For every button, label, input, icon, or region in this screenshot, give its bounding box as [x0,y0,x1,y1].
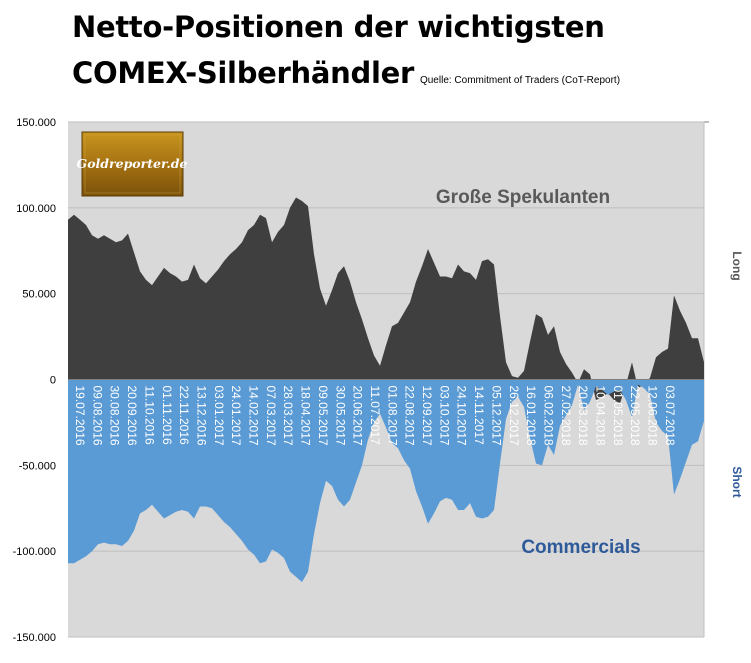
x-tick-label: 24.10.2017 [455,386,469,446]
x-tick-label: 27.02.2018 [559,386,573,446]
x-tick-label: 10.04.2018 [594,386,608,446]
x-tick-label: 30.08.2016 [108,386,122,446]
long-label: Long [730,251,744,280]
x-tick-label: 18.04.2017 [299,386,313,446]
series-area-spekulanten [68,197,704,404]
x-tick-label: 11.10.2016 [142,386,156,445]
y-tick-label: 100.000 [16,203,56,215]
chart-source: Quelle: Commitment of Traders (CoT-Repor… [419,75,621,86]
logo-text: Goldreporter.de [77,156,188,171]
chart-title-line1: Netto-Positionen der wichtigsten [72,10,605,44]
y-tick-label: 150.000 [16,117,56,129]
y-tick-label: -50.000 [19,460,56,472]
x-tick-label: 20.03.2018 [576,386,590,446]
x-tick-label: 01.08.2017 [385,386,399,446]
x-tick-label: 14.02.2017 [247,386,261,446]
x-tick-label: 01.05.2018 [611,386,625,446]
x-tick-label: 28.03.2017 [281,386,295,446]
x-tick-label: 05.12.2017 [489,386,503,446]
x-tick-label: 09.08.2016 [90,386,104,446]
x-tick-label: 13.12.2016 [194,386,208,446]
x-tick-label: 12.06.2018 [646,386,660,446]
x-tick-label: 01.11.2016 [160,386,174,445]
annotations: Große Spekulanten Commercials [436,187,641,558]
short-label: Short [730,466,744,497]
y-tick-label: -100.000 [13,546,56,558]
x-tick-label: 24.01.2017 [229,386,243,446]
x-tick-label: 12.09.2017 [420,386,434,446]
x-tick-label: 26.12.2017 [507,386,521,446]
chart-title-line2: COMEX-Silberhändler Quelle: Commitment of… [72,56,620,90]
x-tick-label: 03.07.2018 [663,386,677,446]
x-tick-label: 07.03.2017 [264,386,278,446]
x-tick-label: 22.11.2016 [177,386,191,445]
x-tick-label: 03.10.2017 [437,386,451,446]
x-tick-label: 22.05.2018 [628,386,642,446]
x-tick-label: 11.07.2017 [368,386,382,445]
x-tick-label: 14.11.2017 [472,386,486,445]
x-tick-label: 16.01.2018 [524,386,538,446]
series-annotation: Große Spekulanten [436,187,610,208]
chart-title-text: COMEX-Silberhändler [72,56,414,90]
series-annotation: Commercials [521,537,640,558]
x-tick-label: 20.06.2017 [351,386,365,446]
x-tick-label: 22.08.2017 [403,386,417,446]
x-tick-label: 19.07.2016 [73,386,87,446]
series-area-commercials [68,379,704,583]
x-tick-label: 06.02.2018 [541,386,555,446]
x-tick-label: 30.05.2017 [333,386,347,446]
area-series [68,197,704,583]
y-axis-labels: 150.000 100.000 50.000 0 -50.000 -100.000 -150… [13,117,56,644]
x-tick-label: 09.05.2017 [316,386,330,446]
goldreporter-logo: Goldreporter.de [77,131,188,197]
x-tick-label: 03.01.2017 [212,386,226,446]
x-axis-labels: 19.07.2016 09.08.2016 30.08.2016 20.09.2016… [73,386,677,446]
y-tick-label: 50.000 [22,289,56,301]
y-tick-label: 0 [50,375,56,387]
x-tick-label: 20.09.2016 [125,386,139,446]
y-tick-label: -150.000 [13,632,56,644]
